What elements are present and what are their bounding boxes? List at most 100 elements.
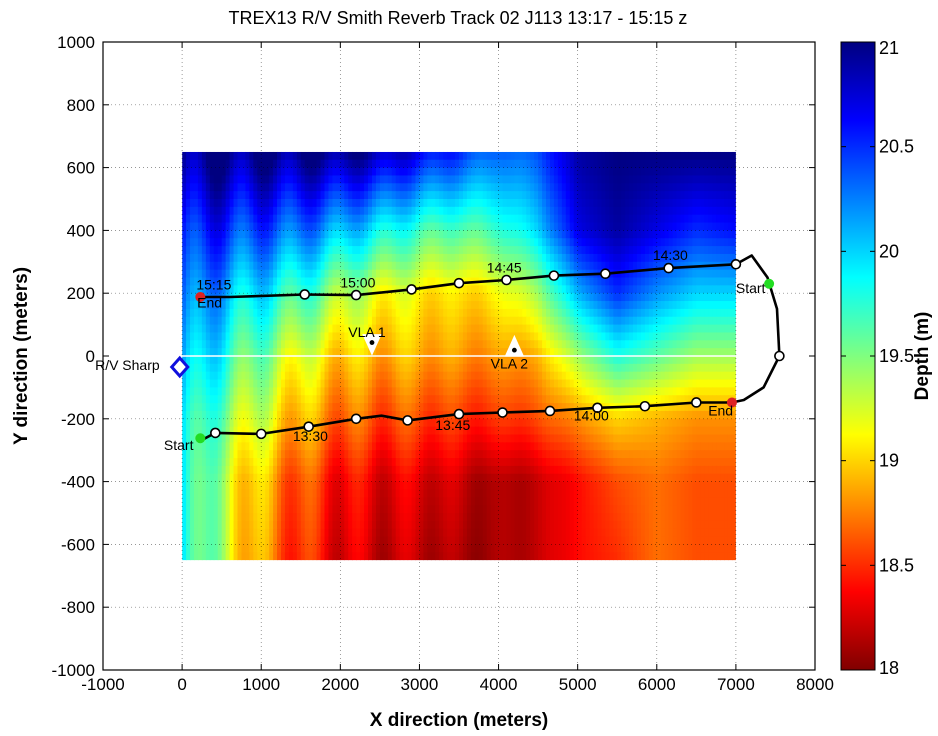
heatmap-cell [731, 340, 736, 349]
heatmap-cell [273, 293, 278, 302]
heatmap-cell [304, 371, 310, 381]
heatmap-cell [292, 246, 298, 255]
heatmap-cell [546, 159, 551, 169]
heatmap-cell [447, 175, 452, 184]
heatmap-cell [589, 277, 595, 286]
heatmap-cell [664, 379, 670, 388]
heatmap-cell [640, 199, 646, 208]
heatmap-cell [249, 246, 254, 255]
heatmap-cell [629, 371, 634, 381]
heatmap-cell [538, 356, 543, 365]
heatmap-cell [415, 199, 421, 208]
heatmap-cell [269, 151, 274, 161]
heatmap-cell [348, 238, 353, 247]
heatmap-cell [474, 175, 480, 184]
heatmap-cell [664, 285, 670, 294]
heatmap-cell [197, 316, 203, 326]
heatmap-cell [308, 340, 314, 349]
heatmap-cell [577, 348, 583, 357]
heatmap-cell [490, 183, 496, 192]
heatmap-cell [716, 418, 721, 428]
heatmap-cell [368, 261, 373, 271]
heatmap-cell [462, 426, 468, 436]
heatmap-cell [427, 293, 432, 302]
heatmap-cell [644, 151, 650, 161]
heatmap-cell [660, 301, 666, 310]
heatmap-cell [403, 151, 409, 161]
heatmap-cell [237, 269, 243, 279]
heatmap-cell [328, 191, 334, 200]
heatmap-cell [304, 191, 310, 200]
heatmap-cell [731, 269, 736, 279]
heatmap-cell [387, 222, 393, 231]
heatmap-cell [269, 206, 274, 216]
heatmap-cell [368, 301, 373, 310]
heatmap-cell [708, 269, 713, 279]
heatmap-cell [462, 363, 468, 373]
heatmap-cell [284, 238, 290, 247]
heatmap-cell [538, 261, 543, 271]
heatmap-cell [186, 206, 191, 216]
heatmap-cell [716, 410, 721, 420]
heatmap-cell [569, 175, 575, 184]
heatmap-cell [526, 151, 531, 161]
heatmap-cell [561, 285, 567, 294]
heatmap-cell [629, 332, 634, 341]
heatmap-cell [217, 387, 223, 396]
heatmap-cell [597, 230, 602, 239]
heatmap-cell [637, 222, 642, 231]
heatmap-cell [379, 285, 385, 294]
heatmap-cell [415, 340, 421, 349]
heatmap-cell [708, 308, 713, 318]
heatmap-cell [526, 348, 531, 357]
heatmap-cell [605, 348, 610, 357]
heatmap-cell [593, 214, 599, 224]
heatmap-cell [585, 206, 591, 216]
heatmap-cell [502, 222, 508, 231]
heatmap-cell [383, 410, 389, 420]
heatmap-cell [186, 222, 191, 231]
heatmap-cell [522, 277, 527, 286]
heatmap-cell [368, 206, 373, 216]
heatmap-cell [245, 363, 250, 373]
heatmap-cell [589, 191, 595, 200]
heatmap-cell [676, 316, 682, 326]
heatmap-cell [664, 214, 670, 224]
heatmap-cell [692, 206, 697, 216]
heatmap-cell [221, 418, 227, 428]
heatmap-cell [640, 151, 646, 161]
heatmap-cell [688, 316, 693, 326]
heatmap-cell [379, 316, 385, 326]
heatmap-cell [593, 175, 599, 184]
heatmap-cell [411, 222, 417, 231]
heatmap-cell [443, 191, 448, 200]
heatmap-cell [648, 410, 654, 420]
heatmap-cell [498, 269, 504, 279]
heatmap-cell [344, 308, 349, 318]
heatmap-cell [221, 222, 227, 231]
heatmap-cell [629, 285, 634, 294]
heatmap-cell [474, 191, 480, 200]
heatmap-cell [304, 410, 310, 420]
heatmap-cell [375, 222, 381, 231]
heatmap-cell [415, 324, 421, 334]
heatmap-cell [522, 395, 527, 404]
heatmap-cell [182, 332, 187, 341]
heatmap-cell [221, 395, 227, 404]
heatmap-cell [534, 426, 539, 436]
heatmap-cell [712, 395, 717, 404]
heatmap-cell [186, 159, 191, 169]
heatmap-cell [336, 246, 341, 255]
heatmap-cell [652, 340, 658, 349]
heatmap-cell [680, 183, 686, 192]
heatmap-cell [451, 167, 456, 177]
heatmap-cell [427, 222, 432, 231]
heatmap-cell [281, 379, 286, 388]
heatmap-cell [292, 410, 298, 420]
heatmap-cell [660, 238, 666, 247]
heatmap-cell [241, 418, 246, 428]
heatmap-cell [292, 222, 298, 231]
heatmap-cell [672, 214, 678, 224]
heatmap-cell [261, 316, 266, 326]
heatmap-cell [601, 277, 606, 286]
